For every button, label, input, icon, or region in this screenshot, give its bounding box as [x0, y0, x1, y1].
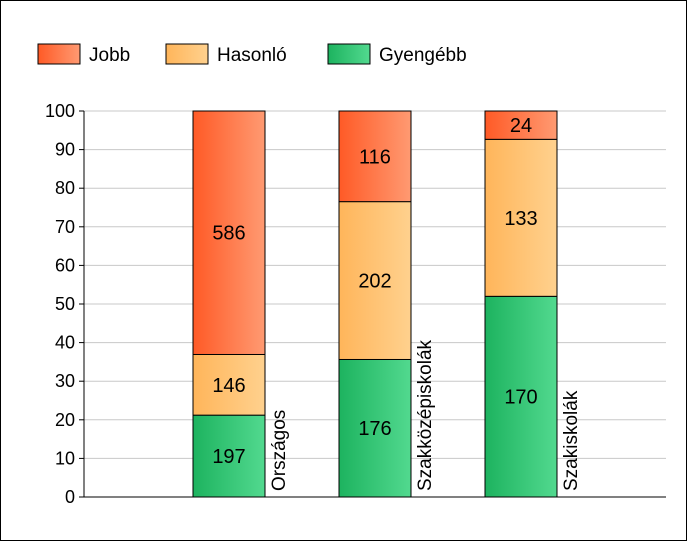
bar-segment-hasonló — [192, 353, 266, 416]
y-tick-label: 60 — [55, 255, 75, 275]
legend-label-hasonló: Hasonló — [217, 45, 287, 66]
y-tick-label: 40 — [55, 333, 75, 353]
bar-segment-gyengébb — [338, 358, 412, 498]
data-label: 202 — [358, 271, 391, 293]
category-label: Szakközépiskolák — [415, 339, 436, 491]
bar-segment-gyengébb — [192, 414, 266, 498]
bar-segment-hasonló — [484, 138, 558, 297]
bar-segment-gyengébb — [484, 295, 558, 498]
bar-segment-hasonló — [338, 201, 412, 360]
axes: 0 10 20 30 40 50 60 70 80 90 100 — [45, 101, 666, 507]
y-tick-label: 20 — [55, 410, 75, 430]
bars — [192, 110, 558, 498]
legend-swatch-jobb — [37, 43, 81, 65]
data-label: 133 — [504, 208, 537, 230]
legend-swatch-gyengébb — [327, 43, 371, 65]
data-label: 146 — [212, 375, 245, 397]
legend-label-jobb: Jobb — [89, 45, 130, 66]
legend-label-gyengébb: Gyengébb — [379, 45, 467, 66]
bar-segment-jobb — [338, 110, 412, 203]
category-labels: Országos Szakközépiskolák Szakiskolák — [269, 339, 582, 491]
y-tick-label: 80 — [55, 178, 75, 198]
y-tick-label: 10 — [55, 448, 75, 468]
data-label: 24 — [510, 115, 532, 137]
bar-segment-jobb — [192, 110, 266, 355]
legend: Jobb Hasonló Gyengébb — [37, 43, 467, 66]
data-label: 197 — [212, 446, 245, 468]
y-tick-label: 90 — [55, 140, 75, 160]
y-tick-label: 0 — [65, 487, 75, 507]
category-label: Szakiskolák — [561, 390, 582, 491]
category-label: Országos — [269, 410, 290, 491]
y-tick-label: 70 — [55, 217, 75, 237]
data-label: 176 — [358, 418, 391, 440]
bar-segment-jobb — [484, 110, 558, 140]
data-label: 586 — [212, 223, 245, 245]
y-tick-label: 30 — [55, 371, 75, 391]
y-tick-label: 100 — [45, 101, 75, 121]
data-label: 170 — [504, 387, 537, 409]
legend-swatch-hasonló — [165, 43, 209, 65]
y-tick-label: 50 — [55, 294, 75, 314]
data-labels: 197 146 586 176 202 116 170 133 24 — [212, 115, 537, 468]
data-label: 116 — [359, 146, 391, 168]
